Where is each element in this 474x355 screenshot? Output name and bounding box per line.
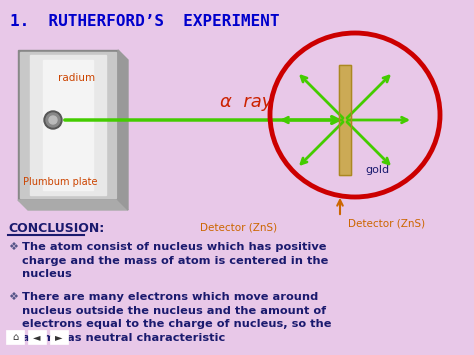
- Text: ❖: ❖: [8, 292, 18, 302]
- Polygon shape: [118, 50, 128, 210]
- Text: ◄: ◄: [33, 332, 41, 342]
- Bar: [18, 50, 118, 200]
- Text: Detector (ZnS): Detector (ZnS): [348, 219, 425, 229]
- Text: gold: gold: [365, 165, 389, 175]
- Bar: [6, 330, 24, 344]
- Text: There are many electrons which move around
nucleus outside the nucleus and the a: There are many electrons which move arou…: [22, 292, 331, 343]
- Bar: [50, 330, 68, 344]
- Bar: [339, 65, 351, 175]
- Text: α  ray: α ray: [220, 93, 273, 111]
- Circle shape: [44, 111, 62, 129]
- Text: Plumbum plate: Plumbum plate: [23, 177, 98, 187]
- Circle shape: [49, 116, 57, 124]
- Circle shape: [46, 113, 60, 127]
- Bar: [43, 60, 93, 190]
- Bar: [30, 55, 106, 195]
- Text: 1.  RUTHERFORD’S  EXPERIMENT: 1. RUTHERFORD’S EXPERIMENT: [10, 15, 280, 29]
- Bar: [339, 65, 351, 175]
- Text: ❖: ❖: [8, 242, 18, 252]
- Polygon shape: [18, 200, 128, 210]
- Text: radium: radium: [58, 73, 95, 83]
- Bar: [28, 330, 46, 344]
- Bar: [20, 52, 116, 198]
- Text: ►: ►: [55, 332, 63, 342]
- Text: CONCLUSION:: CONCLUSION:: [8, 222, 104, 235]
- Text: ⌂: ⌂: [12, 332, 18, 342]
- Text: The atom consist of nucleus which has positive
charge and the mass of atom is ce: The atom consist of nucleus which has po…: [22, 242, 328, 279]
- Text: Detector (ZnS): Detector (ZnS): [200, 222, 277, 232]
